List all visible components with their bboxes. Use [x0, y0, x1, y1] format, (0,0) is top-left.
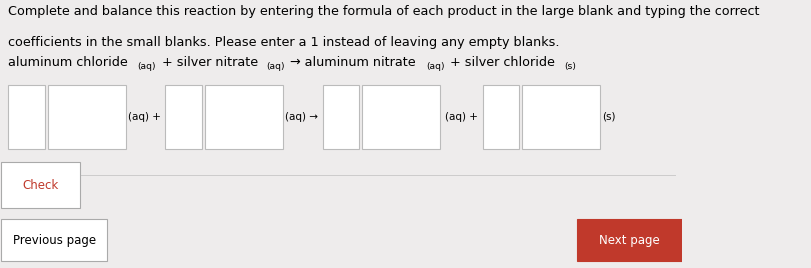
- FancyBboxPatch shape: [2, 162, 79, 208]
- FancyBboxPatch shape: [2, 219, 107, 261]
- Text: Next page: Next page: [599, 234, 659, 247]
- Text: aluminum chloride: aluminum chloride: [8, 56, 128, 69]
- Text: Previous page: Previous page: [12, 234, 96, 247]
- Text: (s): (s): [602, 112, 616, 122]
- FancyBboxPatch shape: [48, 85, 126, 148]
- Text: coefficients in the small blanks. Please enter a 1 instead of leaving any empty : coefficients in the small blanks. Please…: [8, 36, 559, 49]
- FancyBboxPatch shape: [521, 85, 599, 148]
- Text: (aq) →: (aq) →: [285, 112, 318, 122]
- FancyBboxPatch shape: [204, 85, 283, 148]
- Text: (aq): (aq): [138, 62, 156, 71]
- Text: + silver nitrate: + silver nitrate: [157, 56, 258, 69]
- FancyBboxPatch shape: [362, 85, 440, 148]
- FancyBboxPatch shape: [576, 219, 681, 261]
- FancyBboxPatch shape: [165, 85, 202, 148]
- Text: (aq): (aq): [266, 62, 284, 71]
- FancyBboxPatch shape: [482, 85, 519, 148]
- Text: (aq) +: (aq) +: [444, 112, 478, 122]
- FancyBboxPatch shape: [8, 85, 45, 148]
- FancyBboxPatch shape: [322, 85, 359, 148]
- Text: (aq) +: (aq) +: [128, 112, 161, 122]
- Text: Check: Check: [23, 178, 58, 192]
- Text: (aq): (aq): [426, 62, 444, 71]
- Text: + silver chloride: + silver chloride: [446, 56, 555, 69]
- Text: → aluminum nitrate: → aluminum nitrate: [285, 56, 415, 69]
- Text: (s): (s): [564, 62, 575, 71]
- Text: Complete and balance this reaction by entering the formula of each product in th: Complete and balance this reaction by en…: [8, 5, 759, 18]
